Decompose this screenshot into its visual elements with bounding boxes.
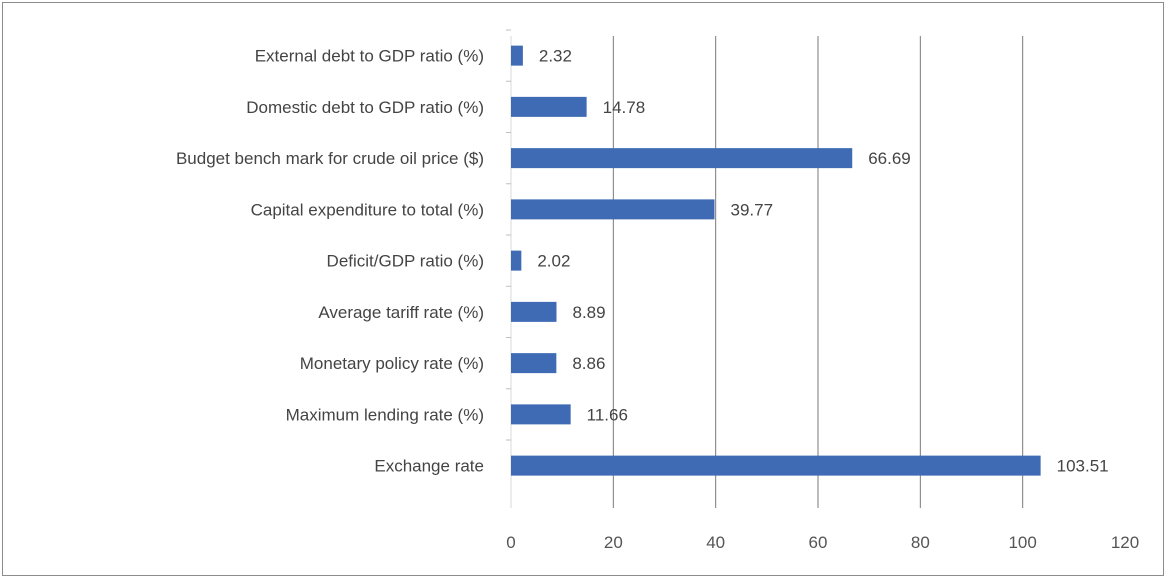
data-label: 8.86 bbox=[572, 354, 605, 373]
category-label: External debt to GDP ratio (%) bbox=[255, 47, 484, 66]
bar bbox=[511, 148, 853, 169]
category-label: Exchange rate bbox=[374, 457, 484, 476]
x-tick-label: 40 bbox=[706, 533, 725, 552]
data-label: 66.69 bbox=[868, 149, 911, 168]
bar bbox=[511, 353, 557, 374]
data-label: 2.02 bbox=[537, 252, 570, 271]
category-label: Monetary policy rate (%) bbox=[300, 354, 484, 373]
x-tick-label: 120 bbox=[1111, 533, 1139, 552]
x-tick-label: 80 bbox=[911, 533, 930, 552]
x-tick-label: 60 bbox=[809, 533, 828, 552]
x-tick-label: 100 bbox=[1008, 533, 1036, 552]
bar bbox=[511, 250, 522, 271]
bar bbox=[511, 96, 587, 117]
bar bbox=[511, 45, 523, 66]
x-tick-label: 0 bbox=[506, 533, 515, 552]
bar bbox=[511, 404, 571, 425]
category-label: Average tariff rate (%) bbox=[318, 303, 484, 322]
data-label: 2.32 bbox=[539, 47, 572, 66]
x-tick-label: 20 bbox=[604, 533, 623, 552]
category-label: Domestic debt to GDP ratio (%) bbox=[246, 98, 484, 117]
data-labels: 2.32 14.78 66.69 39.77 2.02 8.89 8.86 11.66 103.… bbox=[537, 47, 1108, 476]
category-label: Maximum lending rate (%) bbox=[286, 405, 484, 424]
bar bbox=[511, 301, 557, 322]
data-label: 39.77 bbox=[730, 200, 773, 219]
bar bbox=[511, 455, 1041, 476]
category-label: Deficit/GDP ratio (%) bbox=[327, 252, 484, 271]
category-label: Budget bench mark for crude oil price ($… bbox=[176, 149, 484, 168]
category-label: Capital expenditure to total (%) bbox=[251, 200, 484, 219]
bar bbox=[511, 199, 715, 220]
data-label: 14.78 bbox=[603, 98, 646, 117]
data-label: 11.66 bbox=[587, 405, 628, 424]
bars bbox=[511, 45, 1041, 476]
gridlines bbox=[506, 29, 1024, 508]
data-label: 103.51 bbox=[1057, 457, 1109, 476]
x-axis-tick-labels: 0 20 40 60 80 100 120 bbox=[506, 533, 1139, 552]
data-label: 8.89 bbox=[572, 303, 605, 322]
category-labels: External debt to GDP ratio (%) Domestic d… bbox=[176, 47, 484, 476]
